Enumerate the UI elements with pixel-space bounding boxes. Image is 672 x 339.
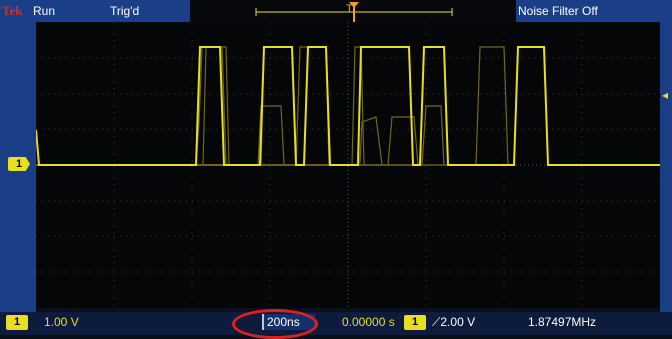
channel-1-badge-label: 1 xyxy=(13,316,21,328)
channel-1-marker[interactable]: 1 xyxy=(8,157,30,171)
channel-1-marker-label: 1 xyxy=(15,158,23,170)
channel-1-badge[interactable]: 1 xyxy=(6,315,28,330)
waveform-display xyxy=(35,22,660,308)
trigger-level-marker[interactable]: ◂ xyxy=(662,88,669,102)
trigger-source-label: 1 xyxy=(411,316,419,328)
ch1-trace xyxy=(35,46,660,166)
record-overview-icon xyxy=(255,2,453,22)
run-state-label[interactable]: Run xyxy=(33,4,56,18)
noise-filter-label[interactable]: Noise Filter Off xyxy=(518,4,598,18)
channel-1-scale[interactable]: 1.00 V xyxy=(44,315,79,329)
readout-bar: 1 1.00 V 200ns 0.00000 s 1 ⟋2.00 V 1.874… xyxy=(0,309,672,339)
trigger-state-label: Trig'd xyxy=(110,4,140,18)
right-margin xyxy=(660,22,672,312)
brand-logo: Tek xyxy=(2,3,23,18)
record-overview-bar xyxy=(190,0,516,22)
frequency-readout: 1.87497MHz xyxy=(528,315,597,329)
trigger-position-marker[interactable]: T xyxy=(346,3,353,15)
trigger-source-badge[interactable]: 1 xyxy=(404,315,426,330)
status-bar: Tek Run Trig'd Noise Filter Off xyxy=(0,0,672,22)
ghost-traces xyxy=(36,46,509,166)
horizontal-position[interactable]: 0.00000 s xyxy=(342,315,395,329)
waveform-canvas xyxy=(35,22,660,308)
trigger-slope-level[interactable]: ⟋2.00 V xyxy=(432,315,476,329)
